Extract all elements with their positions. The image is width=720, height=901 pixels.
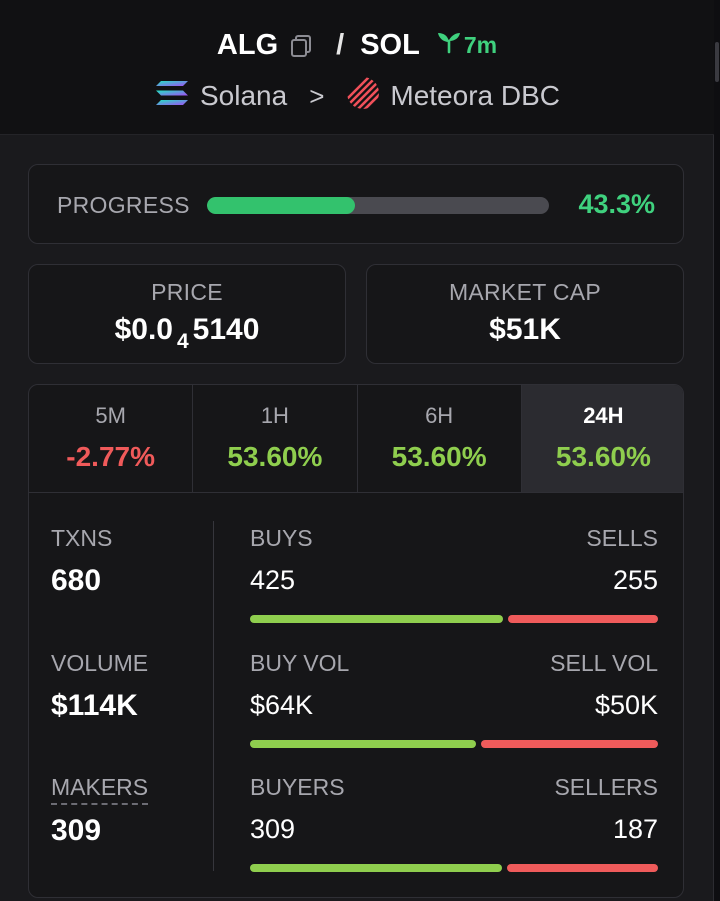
pair-header: ALG / SOL 7m — [0, 0, 714, 135]
stats-card: 5M -2.77% 1H 53.60% 6H 53.60% 24H 53.60%… — [28, 384, 684, 898]
txns-value: 680 — [51, 564, 102, 597]
bonding-progress-card: PROGRESS 43.3% — [28, 164, 684, 244]
breadcrumb: Solana > Meteora DBC — [0, 74, 714, 118]
totals-column: TXNS 680 VOLUME $114K MAKERS 309 — [29, 493, 213, 897]
volume-value: $114K — [51, 689, 138, 722]
tab-change: 53.60% — [391, 441, 487, 472]
sellers-label: SELLERS — [554, 774, 658, 800]
solana-logo-icon — [154, 78, 190, 115]
buy-vol-value: $64K — [250, 690, 314, 720]
market-cap-label: MARKET CAP — [448, 279, 602, 305]
market-cap-value: $51K — [489, 313, 561, 346]
buy-vol-label: BUY VOL — [250, 650, 350, 676]
copy-icon[interactable] — [290, 33, 312, 57]
volume-label: VOLUME — [51, 650, 149, 676]
sells-bar — [507, 615, 658, 623]
txns-ratio-bar — [250, 615, 658, 623]
sellers-bar — [506, 864, 658, 872]
txns-split: BUYS SELLS 425 255 — [250, 525, 658, 635]
txns-label: TXNS — [51, 525, 113, 551]
buyers-bar — [250, 864, 502, 872]
tab-5m[interactable]: 5M -2.77% — [29, 385, 194, 492]
tab-change: 53.60% — [227, 441, 323, 472]
pair-separator: / — [336, 28, 345, 61]
column-divider — [213, 521, 214, 871]
progress-bar — [207, 197, 549, 214]
pair-title: ALG / SOL 7m — [0, 24, 714, 66]
tab-1h[interactable]: 1H 53.60% — [193, 385, 358, 492]
split-column: BUYS SELLS 425 255 BUY VOL SELL VOL — [250, 493, 658, 897]
price-zero-count: 4 — [176, 330, 189, 353]
tab-label: 24H — [583, 403, 624, 428]
progress-label: PROGRESS — [57, 192, 190, 218]
buys-bar — [250, 615, 503, 623]
buyers-label: BUYERS — [250, 774, 345, 800]
makers-split: BUYERS SELLERS 309 187 — [250, 774, 658, 884]
pair-age-value: 7m — [463, 31, 498, 58]
makers-label[interactable]: MAKERS — [51, 774, 149, 805]
timeframe-tabs: 5M -2.77% 1H 53.60% 6H 53.60% 24H 53.60% — [29, 385, 683, 493]
sell-vol-value: $50K — [594, 690, 658, 720]
volume-ratio-bar — [250, 740, 658, 748]
dex-name[interactable]: Meteora DBC — [390, 80, 560, 111]
sells-label: SELLS — [586, 525, 658, 551]
price-prefix: $0.0 — [114, 313, 173, 346]
price-digits: 5140 — [192, 313, 260, 346]
buys-value: 425 — [250, 565, 296, 595]
tab-change: -2.77% — [66, 441, 155, 472]
tab-label: 6H — [425, 403, 454, 428]
price-card: PRICE $0.0 4 5140 — [28, 264, 346, 364]
volume-split: BUY VOL SELL VOL $64K $50K — [250, 650, 658, 760]
buys-label: BUYS — [250, 525, 313, 551]
tab-label: 5M — [95, 403, 126, 428]
makers-ratio-bar — [250, 864, 658, 872]
tab-change: 53.60% — [555, 441, 651, 472]
price-label: PRICE — [151, 279, 223, 305]
market-cap-card: MARKET CAP $51K — [366, 264, 684, 364]
sell-vol-label: SELL VOL — [550, 650, 658, 676]
progress-value: 43.3% — [578, 189, 655, 219]
scrollbar[interactable] — [714, 0, 720, 901]
sells-value: 255 — [612, 565, 658, 595]
chain-name[interactable]: Solana — [200, 80, 288, 111]
progress-fill — [207, 197, 356, 214]
meteora-logo-icon — [346, 76, 380, 117]
buyers-value: 309 — [250, 814, 296, 844]
makers-value: 309 — [51, 814, 102, 847]
base-symbol: ALG — [216, 28, 279, 61]
buy-vol-bar — [250, 740, 477, 748]
chevron-right-icon: > — [309, 80, 325, 111]
tab-6h[interactable]: 6H 53.60% — [358, 385, 522, 492]
pair-age: 7m — [436, 30, 497, 60]
sellers-value: 187 — [612, 814, 658, 844]
price-value: $0.0 4 5140 — [29, 313, 345, 353]
scrollbar-thumb[interactable] — [715, 42, 719, 82]
tab-label: 1H — [260, 403, 289, 428]
sell-vol-bar — [481, 740, 658, 748]
quote-symbol: SOL — [360, 28, 420, 61]
tab-24h[interactable]: 24H 53.60% — [521, 385, 683, 492]
sprout-icon — [436, 30, 462, 60]
